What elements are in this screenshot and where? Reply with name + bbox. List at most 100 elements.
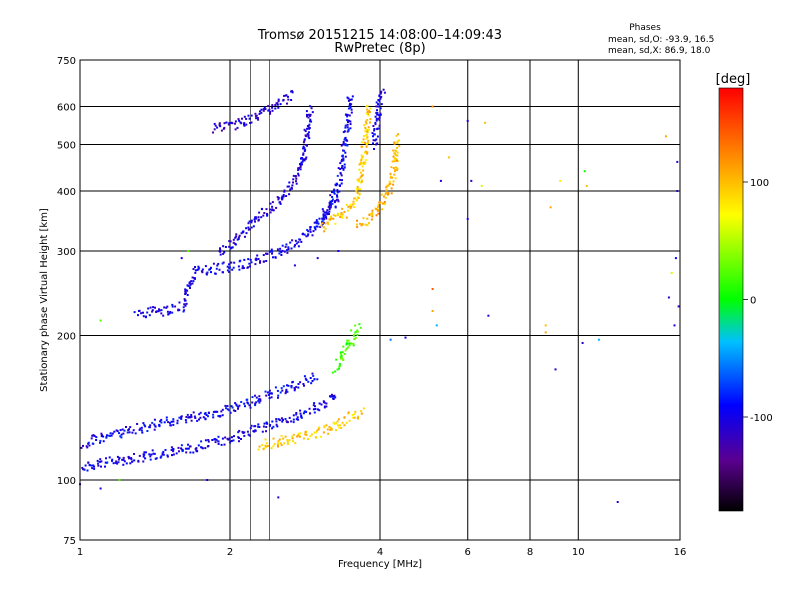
trace-point-mid-o-upper	[303, 139, 306, 142]
trace-point-low-x	[340, 427, 343, 429]
trace-point-mid-o-upper	[309, 118, 312, 121]
trace-point-f2-x-b	[396, 167, 399, 170]
trace-point-low-o-upper	[136, 423, 139, 425]
trace-point-low-o-upper	[284, 392, 287, 395]
trace-point-mid-o-upper	[240, 232, 243, 235]
trace-point-f2-o-a	[328, 210, 331, 213]
trace-point-f2-x-b	[381, 202, 384, 205]
trace-point-low-o	[217, 440, 220, 443]
trace-point-low-o-upper	[131, 431, 134, 434]
trace-point-low-o-upper	[189, 416, 192, 419]
trace-point-f2-x-a	[356, 196, 359, 199]
trace-point-low-o-upper	[87, 441, 90, 444]
trace-point-low-x-cusp	[347, 346, 350, 349]
scatter-point	[676, 160, 679, 163]
trace-point-low-o	[117, 461, 120, 464]
trace-point-mid-o-upper	[263, 212, 266, 214]
scatter-point	[293, 264, 296, 267]
trace-point-f2-x-a	[363, 161, 366, 164]
trace-point-f2-x-a	[366, 111, 369, 113]
trace-point-low-o-upper	[295, 385, 298, 388]
trace-point-mid-o-upper	[299, 164, 302, 167]
trace-point-low-o	[192, 451, 195, 454]
trace-point-low-x	[336, 420, 339, 423]
trace-point-f2-o-a	[329, 201, 332, 204]
trace-point-low-o-upper	[106, 434, 108, 437]
trace-point-mid-o	[184, 290, 187, 293]
trace-point-f2-x-b	[396, 140, 399, 143]
trace-point-low-x	[353, 413, 356, 416]
trace-point-mid-o-upper	[228, 245, 231, 248]
trace-point-f2-x-b	[389, 175, 392, 178]
trace-point-mid-o-top	[250, 114, 253, 117]
trace-point-low-x-cusp	[341, 351, 344, 354]
trace-point-mid-o	[314, 227, 317, 229]
colorbar-tick-label: 100	[750, 178, 769, 189]
trace-point-low-o-upper	[304, 377, 307, 380]
trace-point-low-o	[230, 440, 233, 442]
trace-point-f2-x-a	[367, 126, 370, 129]
trace-point-low-o	[211, 439, 214, 441]
trace-point-mid-o-upper	[304, 130, 307, 133]
trace-point-mid-o	[166, 305, 169, 308]
trace-point-f2-o-a	[342, 157, 345, 160]
scatter-point	[466, 217, 469, 220]
trace-point-low-o	[133, 453, 135, 455]
trace-point-mid-o-upper	[272, 209, 275, 212]
trace-point-low-o	[248, 434, 251, 437]
trace-point-mid-o-upper	[294, 175, 297, 178]
trace-point-low-o-upper	[237, 405, 240, 408]
trace-point-low-o-upper	[287, 384, 290, 387]
trace-point-mid-o-top	[257, 118, 260, 121]
trace-point-mid-o	[315, 225, 318, 228]
trace-point-mid-o	[162, 314, 165, 317]
trace-point-low-o-upper	[212, 413, 215, 416]
trace-point-low-o-upper	[313, 378, 316, 381]
trace-point-low-o-upper	[80, 446, 83, 449]
trace-point-f2-x-b	[391, 160, 394, 163]
trace-point-low-o	[162, 453, 165, 456]
scatter-point	[581, 342, 584, 344]
trace-point-f2-o-a	[350, 98, 353, 101]
scatter-point	[187, 250, 190, 252]
trace-point-mid-o	[185, 302, 188, 305]
trace-point-f2-x-a	[322, 226, 325, 229]
trace-point-low-o-upper	[142, 422, 145, 425]
trace-point-mid-o	[291, 239, 294, 242]
trace-point-mid-o	[268, 250, 271, 253]
stats-line-x: mean, sd,X: 86.9, 18.0	[608, 46, 711, 56]
trace-point-low-o-upper	[254, 394, 256, 397]
trace-point-mid-o	[305, 235, 308, 238]
trace-point-mid-o	[157, 310, 160, 313]
trace-point-low-o	[100, 460, 103, 463]
trace-point-mid-o-upper	[288, 193, 291, 196]
trace-point-low-o	[97, 462, 99, 465]
trace-point-f2-x-a	[356, 179, 359, 181]
trace-point-mid-o	[325, 216, 327, 219]
trace-point-low-o	[224, 436, 227, 439]
trace-point-low-o-upper	[165, 416, 168, 419]
trace-point-low-x	[288, 439, 291, 442]
trace-point-low-o-upper	[266, 391, 269, 394]
trace-point-low-o	[207, 445, 210, 447]
trace-point-low-o	[331, 395, 334, 398]
trace-point-low-o	[197, 444, 200, 447]
trace-point-f2-o-b	[376, 112, 379, 114]
trace-point-low-o	[118, 456, 121, 459]
trace-point-mid-o-upper	[248, 220, 251, 223]
trace-point-f2-x-b	[396, 142, 399, 144]
trace-point-mid-o-top	[267, 109, 270, 112]
trace-point-f2-x-b	[371, 213, 374, 216]
scatter-point	[466, 119, 469, 122]
trace-point-f2-o-b	[372, 125, 375, 127]
trace-point-mid-o-upper	[228, 240, 231, 243]
trace-point-low-x-cusp	[358, 323, 361, 326]
trace-point-f2-x-a	[353, 206, 356, 209]
trace-point-low-o-upper	[190, 419, 193, 422]
trace-point-f2-x-a	[350, 205, 353, 208]
trace-point-mid-o	[327, 205, 330, 208]
scatter-point	[99, 487, 102, 490]
trace-point-mid-o-upper	[245, 232, 248, 235]
trace-point-f2-x-a	[324, 222, 327, 225]
trace-point-f2-x-b	[377, 208, 379, 211]
